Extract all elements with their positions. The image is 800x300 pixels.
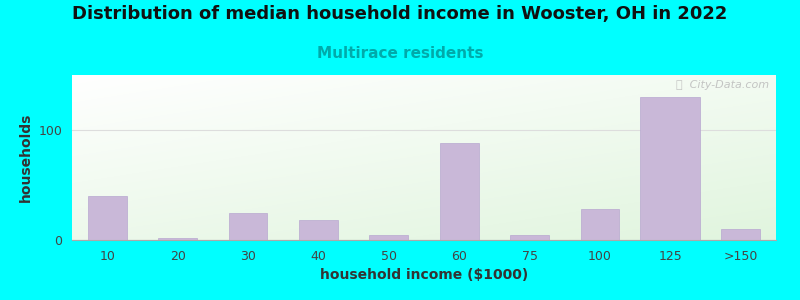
Bar [299,220,338,240]
Bar [722,229,760,240]
Bar [510,235,549,240]
Text: Distribution of median household income in Wooster, OH in 2022: Distribution of median household income … [72,4,728,22]
Bar [229,212,267,240]
X-axis label: household income ($1000): household income ($1000) [320,268,528,282]
Bar [440,143,478,240]
Bar [370,235,408,240]
Y-axis label: households: households [19,113,33,202]
Bar [158,238,197,240]
Bar [88,196,126,240]
Text: Multirace residents: Multirace residents [317,46,483,62]
Bar [581,209,619,240]
Text: ⓘ  City-Data.com: ⓘ City-Data.com [676,80,769,90]
Bar [641,97,700,240]
